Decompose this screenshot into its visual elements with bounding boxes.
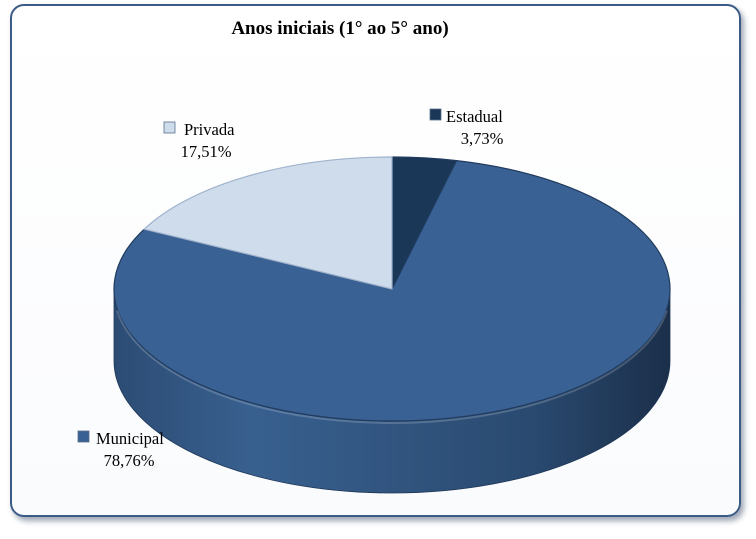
pie-rim-highlight: [116, 310, 668, 424]
slice-value-estadual: 3,73%: [461, 129, 504, 148]
legend-key-estadual: [429, 108, 442, 121]
slice-label-municipal: Municipal: [96, 429, 164, 448]
legend-key-privada: [163, 121, 176, 134]
slice-label-privada: Privada: [184, 120, 235, 139]
slice-value-privada: 17,51%: [181, 142, 232, 161]
slice-value-municipal: 78,76%: [104, 451, 155, 470]
chart-title: Anos iniciais (1° ao 5° ano): [231, 18, 448, 39]
legend-key-municipal: [77, 430, 90, 443]
pie-slice-municipal: [113, 159, 671, 422]
pie-slice-privada: [142, 156, 393, 290]
label-layer: Estadual 3,73% Municipal 78,76% Privada 17,51…: [77, 107, 504, 470]
pie-layer: [113, 156, 671, 494]
slice-label-estadual: Estadual: [446, 107, 503, 126]
